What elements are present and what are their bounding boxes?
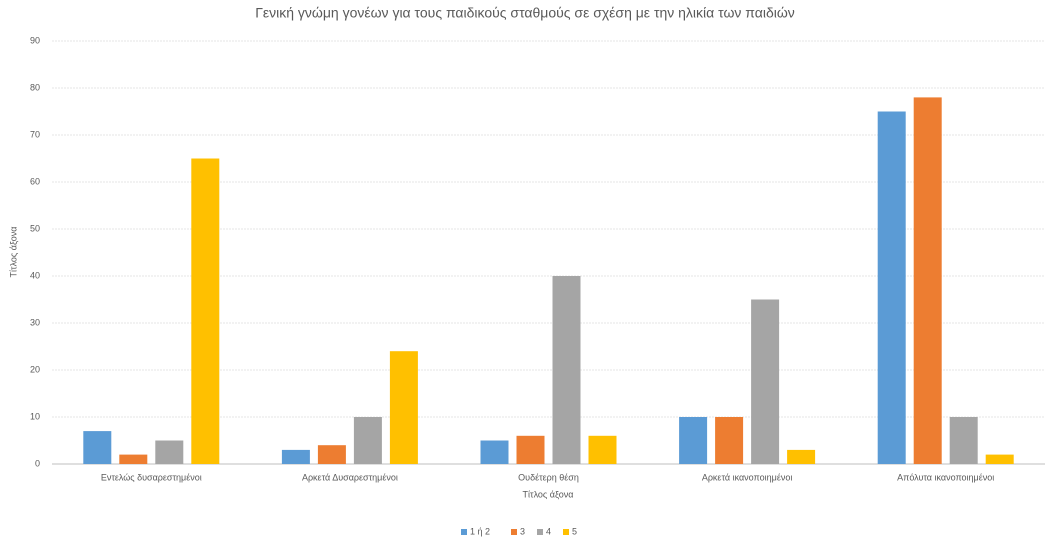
legend-swatch bbox=[537, 529, 543, 535]
bar bbox=[516, 435, 545, 464]
bar bbox=[751, 299, 780, 464]
chart-title: Γενική γνώμη γονέων για τους παιδικούς σ… bbox=[255, 5, 795, 21]
x-tick-label: Αρκετά ικανοποιημένοι bbox=[702, 472, 793, 482]
x-tick-label: Ουδέτερη θέση bbox=[518, 472, 579, 482]
legend-swatch bbox=[563, 529, 569, 535]
x-axis-label: Τίτλος άξονα bbox=[523, 489, 574, 499]
legend-swatch bbox=[461, 529, 467, 535]
y-tick-label: 30 bbox=[30, 317, 40, 327]
bar bbox=[787, 449, 816, 464]
y-tick-label: 10 bbox=[30, 411, 40, 421]
legend-label: 4 bbox=[546, 526, 551, 536]
bar bbox=[119, 454, 148, 464]
y-tick-label: 40 bbox=[30, 270, 40, 280]
y-tick-label: 0 bbox=[35, 458, 40, 468]
bar bbox=[679, 417, 708, 464]
bar bbox=[985, 454, 1014, 464]
bar bbox=[389, 351, 418, 464]
y-tick-label: 80 bbox=[30, 82, 40, 92]
bar bbox=[353, 417, 382, 464]
bar bbox=[281, 449, 310, 464]
bar bbox=[83, 431, 112, 464]
x-tick-label: Αρκετά Δυσαρεστημένοι bbox=[302, 472, 398, 482]
y-tick-label: 60 bbox=[30, 176, 40, 186]
bar bbox=[552, 276, 581, 464]
legend-label: 1 ή 2 bbox=[470, 526, 490, 536]
y-tick-label: 90 bbox=[30, 35, 40, 45]
bar bbox=[588, 435, 617, 464]
bar bbox=[949, 417, 978, 464]
bar bbox=[191, 158, 220, 464]
legend-label: 5 bbox=[572, 526, 577, 536]
bar bbox=[155, 440, 184, 464]
bar bbox=[913, 97, 942, 465]
bar bbox=[715, 417, 744, 464]
y-tick-label: 50 bbox=[30, 223, 40, 233]
x-tick-label: Εντελώς δυσαρεστημένοι bbox=[101, 472, 202, 482]
y-axis-label: Τίτλος άξονα bbox=[8, 227, 18, 278]
y-tick-label: 20 bbox=[30, 364, 40, 374]
bar bbox=[480, 440, 509, 464]
legend-label: 3 bbox=[520, 526, 525, 536]
x-tick-label: Απόλυτα ικανοποιημένοι bbox=[897, 472, 994, 482]
y-tick-label: 70 bbox=[30, 129, 40, 139]
legend-swatch bbox=[511, 529, 517, 535]
bar bbox=[317, 445, 346, 464]
bar bbox=[877, 111, 906, 464]
